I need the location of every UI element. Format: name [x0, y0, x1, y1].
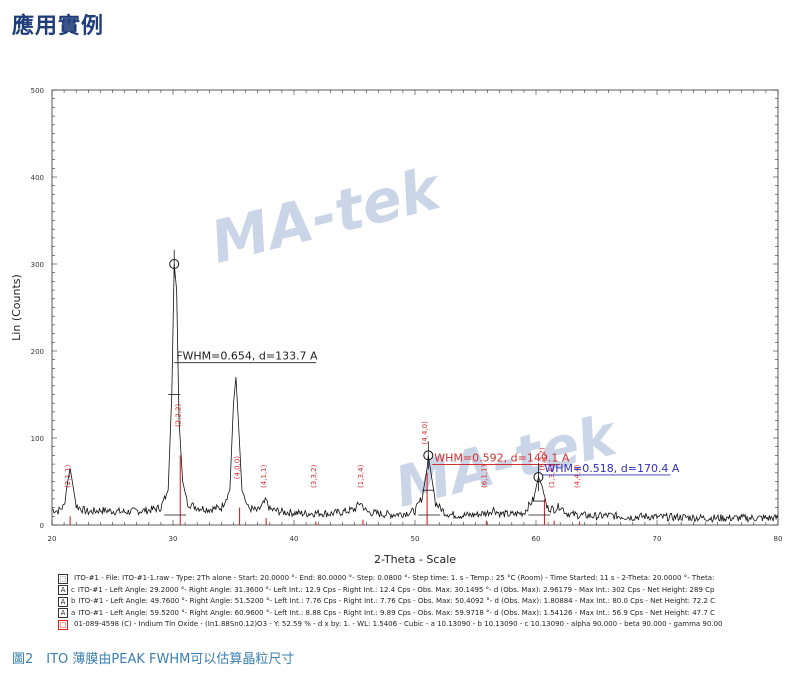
y-tick-label: 300 [31, 261, 44, 269]
hkl-label: (4,0,0) [234, 456, 242, 480]
legend-text: ITO-#1 - Left Angle: 49.7600 °- Right An… [78, 597, 716, 605]
legend-index: c [71, 585, 75, 594]
x-tick-label: 30 [169, 535, 178, 543]
watermark-logo: MA-tek [204, 154, 449, 277]
chart-legend: ⬚ ITO-#1 - File: ITO-#1-1.raw - Type: 2T… [58, 573, 798, 631]
y-tick-label: 0 [40, 522, 44, 530]
legend-text: ITO-#1 - File: ITO-#1-1.raw - Type: 2Th … [74, 574, 715, 582]
legend-row-peak-b: A b ITO-#1 - Left Angle: 49.7600 °- Righ… [58, 596, 798, 608]
x-tick-label: 70 [653, 535, 662, 543]
reference-icon: □ [58, 619, 68, 630]
legend-row-scan: ⬚ ITO-#1 - File: ITO-#1-1.raw - Type: 2T… [58, 573, 798, 585]
legend-text: 01-089-4598 (C) - Indium Tin Oxide - (In… [74, 620, 723, 628]
hkl-label: (4,4,4) [574, 464, 582, 488]
peak-icon: A [58, 596, 68, 607]
x-tick-label: 60 [532, 535, 541, 543]
hkl-label: (1,3,4) [357, 464, 365, 488]
legend-index: a [71, 608, 76, 617]
peak-icon: A [58, 608, 68, 619]
legend-text: ITO-#1 - Left Angle: 29.2000 °- Right An… [77, 585, 715, 594]
legend-text: ITO-#1 - Left Angle: 59.5200 °- Right An… [78, 608, 715, 617]
diffraction-pattern-line [51, 263, 779, 524]
x-tick-label: 20 [48, 535, 57, 543]
figure-caption: 圖2 ITO 薄膜由PEAK FWHM可以估算晶粒尺寸 [12, 652, 295, 667]
x-tick-label: 50 [411, 535, 420, 543]
x-axis-label: 2-Theta - Scale [374, 553, 456, 566]
hkl-label: (2,2,2) [174, 403, 182, 427]
hkl-label: (6,2,2) [538, 447, 546, 471]
hkl-label: (1,3,6) [548, 464, 556, 488]
x-tick-label: 40 [290, 535, 299, 543]
legend-row-reference: □ 01-089-4598 (C) - Indium Tin Oxide - (… [58, 619, 798, 631]
fwhm-annotation: FWHM=0.654, d=133.7 A [176, 350, 318, 363]
page-title: 應用實例 [12, 14, 105, 39]
scan-icon: ⬚ [58, 573, 68, 584]
y-axis-label: Lin (Counts) [10, 274, 23, 341]
legend-row-peak-c: A c ITO-#1 - Left Angle: 29.2000 °- Righ… [58, 585, 798, 597]
hkl-label: (2,1,1) [64, 464, 72, 488]
peak-icon: A [58, 585, 68, 596]
y-tick-label: 100 [31, 435, 44, 443]
legend-row-peak-a: A a ITO-#1 - Left Angle: 59.5200 °- Righ… [58, 608, 798, 620]
x-tick-label: 80 [774, 535, 783, 543]
hkl-label: (4,4,0) [421, 421, 429, 445]
y-tick-label: 500 [31, 87, 44, 95]
fwhm-annotation: WHM=0.518, d=170.4 A [544, 462, 680, 475]
y-tick-label: 200 [31, 348, 44, 356]
hkl-label: (6,1,1) [480, 464, 488, 488]
y-tick-label: 400 [31, 174, 44, 182]
fwhm-annotation: WHM=0.592, d=149.1 A [434, 451, 570, 464]
legend-index: b [71, 597, 76, 605]
hkl-label: (4,1,1) [260, 464, 268, 488]
hkl-label: (3,3,2) [310, 464, 318, 488]
